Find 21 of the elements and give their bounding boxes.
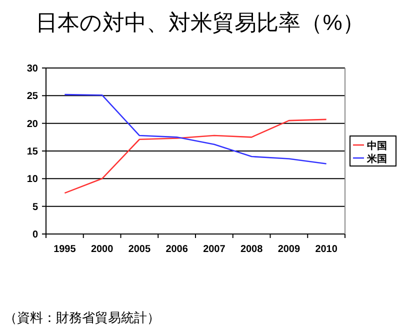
x-tick-label: 2010 [315, 244, 338, 255]
chart-title: 日本の対中、対米貿易比率（%） [36, 10, 364, 35]
line-series [64, 94, 327, 164]
text: （資料：財務省貿易統計） [4, 310, 160, 325]
legend-label: 米国 [366, 153, 387, 165]
x-tick-label: 2000 [90, 244, 114, 255]
y-tick-label: 10 [26, 174, 38, 186]
y-tick-label: 20 [26, 118, 38, 130]
x-tick-label: 2005 [128, 244, 151, 255]
y-tick-label: 25 [26, 91, 38, 102]
x-tick-label: 1995 [54, 244, 76, 255]
legend-label: 中国 [367, 140, 387, 152]
x-tick-label: 2009 [278, 244, 300, 255]
y-tick-label: 30 [26, 64, 38, 74]
y-tick-label: 0 [32, 230, 38, 240]
x-tick-label: 2007 [203, 244, 226, 255]
y-tick-label: 5 [32, 202, 38, 213]
x-tick-label: 2006 [166, 244, 188, 255]
line-series [64, 118, 327, 194]
x-tick-label: 2008 [240, 244, 264, 255]
y-tick-label: 15 [26, 146, 38, 158]
